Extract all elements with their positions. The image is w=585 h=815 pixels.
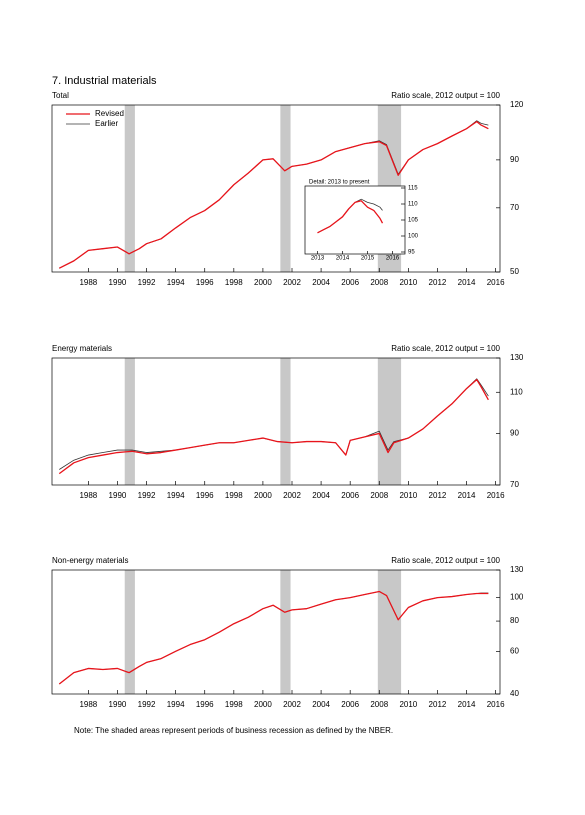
x-tick-label: 1992	[138, 491, 156, 500]
x-tick-label: 2015	[361, 256, 375, 262]
note: Note: The shaded areas represent periods…	[74, 726, 393, 735]
panel-title: Total	[52, 91, 69, 100]
panel: 70 90 110 130 1988 1990 1992 1994 1996 1998 2000 20…	[51, 344, 524, 500]
x-tick-label: 2004	[312, 700, 330, 709]
y-tick-label: 50	[510, 267, 519, 276]
inset: 95 100 105 110 115 2013 2014 2015 2016 Detail: 20…	[304, 180, 419, 262]
x-tick-label: 2016	[386, 256, 400, 262]
plot-frame	[51, 357, 501, 486]
x-tick-label: 2012	[429, 491, 447, 500]
x-tick-label: 2000	[254, 700, 272, 709]
plot-frame	[51, 104, 501, 273]
x-tick-label: 2002	[283, 700, 301, 709]
inset-title: Detail: 2013 to present	[309, 180, 370, 186]
x-tick-label: 2014	[458, 700, 476, 709]
recession-band	[280, 105, 291, 272]
y-tick-label: 110	[510, 387, 523, 396]
x-tick-label: 2012	[429, 700, 447, 709]
panel-title: Energy materials	[52, 344, 112, 353]
x-tick-label: 2016	[487, 700, 505, 709]
x-tick-label: 1990	[109, 491, 127, 500]
y-tick-label: 100	[510, 593, 524, 602]
x-tick-label: 2013	[311, 256, 325, 262]
series-line	[58, 378, 489, 475]
x-tick-label: 2014	[458, 278, 476, 287]
x-tick-label: 1994	[167, 700, 185, 709]
x-tick-label: 2016	[487, 278, 505, 287]
x-tick-label: 1988	[79, 700, 97, 709]
y-tick-label: 130	[510, 353, 524, 362]
y-tick-label: 70	[510, 480, 519, 489]
x-tick-label: 2014	[458, 491, 476, 500]
x-tick-label: 1996	[196, 491, 214, 500]
panel: 40 60 80 100 130 1988 1990 1992 1994 1996 1998 2000…	[51, 556, 524, 709]
plot-frame	[51, 569, 501, 695]
x-tick-label: 1992	[138, 278, 156, 287]
x-tick-label: 1998	[225, 491, 243, 500]
y-tick-label: 60	[510, 646, 519, 655]
x-tick-label: 1998	[225, 278, 243, 287]
x-tick-label: 2004	[312, 278, 330, 287]
recession-band	[124, 570, 135, 694]
x-tick-label: 2016	[487, 491, 505, 500]
x-tick-label: 1996	[196, 700, 214, 709]
x-tick-label: 2008	[370, 700, 388, 709]
x-tick-label: 1990	[109, 700, 127, 709]
x-tick-label: 2008	[370, 278, 388, 287]
x-tick-label: 2012	[429, 278, 447, 287]
x-tick-label: 2010	[399, 491, 417, 500]
y-tick-label: 90	[510, 155, 519, 164]
recession-band	[124, 105, 135, 272]
x-tick-label: 2014	[336, 256, 350, 262]
x-tick-label: 2006	[341, 491, 359, 500]
recession-band	[124, 358, 135, 485]
legend-label: Earlier	[95, 119, 118, 128]
y-tick-label: 105	[408, 218, 419, 224]
x-tick-label: 2006	[341, 278, 359, 287]
y-tick-label: 130	[510, 565, 524, 574]
panel-title: Non-energy materials	[52, 556, 128, 565]
x-tick-label: 1990	[109, 278, 127, 287]
x-tick-label: 2002	[283, 278, 301, 287]
y-tick-label: 90	[510, 429, 519, 438]
y-tick-label: 120	[510, 100, 524, 109]
y-tick-label: 40	[510, 689, 519, 698]
x-tick-label: 2006	[341, 700, 359, 709]
y-tick-label: 110	[408, 202, 418, 208]
series-line	[58, 590, 489, 685]
series-line	[317, 200, 384, 234]
x-tick-label: 1988	[79, 491, 97, 500]
y-tick-label: 100	[408, 234, 419, 240]
recession-band	[377, 570, 402, 694]
series-line	[58, 120, 489, 269]
x-tick-label: 2010	[399, 278, 417, 287]
y-tick-label: 80	[510, 616, 519, 625]
x-tick-label: 1992	[138, 700, 156, 709]
inset-background	[305, 186, 405, 254]
panel-subtitle: Ratio scale, 2012 output = 100	[391, 344, 500, 353]
recession-band	[377, 358, 402, 485]
x-tick-label: 2008	[370, 491, 388, 500]
x-tick-label: 1994	[167, 278, 185, 287]
heading: 7. Industrial materials	[52, 75, 157, 87]
x-tick-label: 1994	[167, 491, 185, 500]
x-tick-label: 2002	[283, 491, 301, 500]
x-tick-label: 2004	[312, 491, 330, 500]
recession-band	[280, 358, 291, 485]
x-tick-label: 2000	[254, 491, 272, 500]
legend-label: Revised	[95, 109, 124, 118]
x-tick-label: 1998	[225, 700, 243, 709]
x-tick-label: 2010	[399, 700, 417, 709]
x-tick-label: 1988	[79, 278, 97, 287]
y-tick-label: 95	[408, 250, 415, 256]
x-tick-label: 2000	[254, 278, 272, 287]
panel-subtitle: Ratio scale, 2012 output = 100	[391, 91, 500, 100]
y-tick-label: 70	[510, 203, 519, 212]
y-tick-label: 115	[408, 186, 418, 192]
x-tick-label: 1996	[196, 278, 214, 287]
panel-subtitle: Ratio scale, 2012 output = 100	[391, 556, 500, 565]
recession-band	[280, 570, 291, 694]
